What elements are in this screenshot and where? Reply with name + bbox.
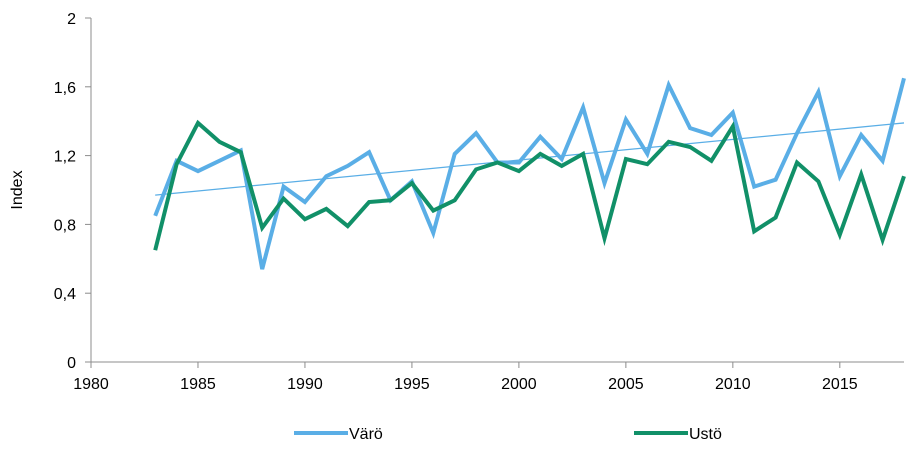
x-tick-label: 1980 xyxy=(73,376,109,393)
x-tick-label: 1990 xyxy=(287,376,323,393)
y-tick-label: 0,8 xyxy=(54,217,76,234)
legend-label-2: Ustö xyxy=(689,426,722,443)
x-tick-label: 2005 xyxy=(608,376,644,393)
y-tick-label: 2 xyxy=(67,11,76,28)
legend-label-1: Värö xyxy=(349,426,383,443)
y-axis-title: Index xyxy=(9,170,26,209)
x-tick-label: 1985 xyxy=(180,376,216,393)
y-tick-label: 0,4 xyxy=(54,286,76,303)
series-line-2 xyxy=(153,119,906,251)
y-tick-label: 1,2 xyxy=(54,149,76,166)
legend: Värö Ustö xyxy=(294,426,722,443)
y-tick-label: 0 xyxy=(67,355,76,372)
x-tick-label: 2010 xyxy=(715,376,751,393)
y-tick-label: 1,6 xyxy=(54,80,76,97)
plot-area: 0 0,4 0,8 1,2 1,6 2 1980 1985 1990 1995 2000 2005 20… xyxy=(54,11,906,393)
x-tick-label: 2000 xyxy=(501,376,537,393)
x-tick-label: 2015 xyxy=(822,376,858,393)
x-tick-label: 1995 xyxy=(394,376,430,393)
trendline xyxy=(155,122,905,196)
